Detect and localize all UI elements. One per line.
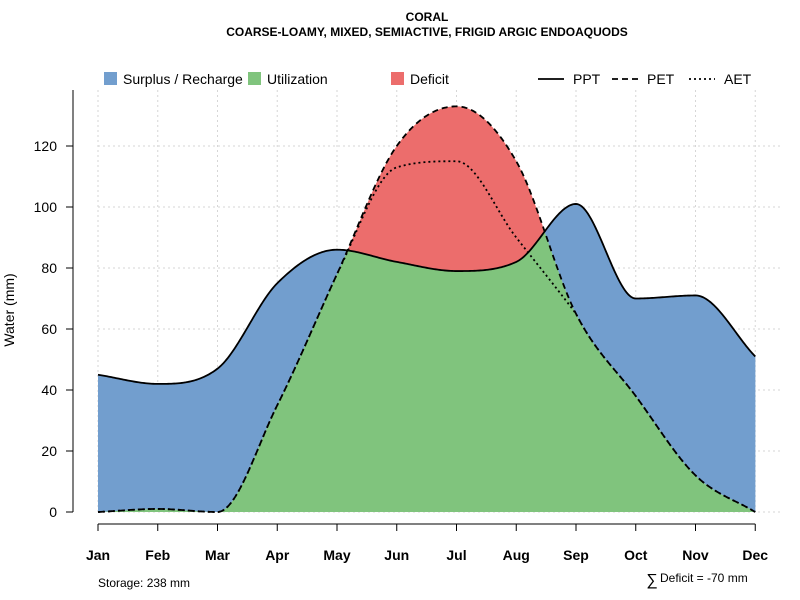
x-tick-label: Mar <box>205 547 230 563</box>
y-tick-label: 100 <box>34 199 58 215</box>
sum-icon: ∑ <box>646 572 657 589</box>
ppt-line <box>97 203 756 385</box>
x-tick-label: May <box>323 547 350 563</box>
legend-swatch <box>104 72 117 85</box>
legend-label: PPT <box>573 71 601 87</box>
y-tick-label: 120 <box>34 138 58 154</box>
y-tick-label: 0 <box>49 504 57 520</box>
legend-label: Deficit <box>410 71 449 87</box>
legend: Surplus / Recharge Utilization Deficit PPT P… <box>104 71 752 87</box>
legend-label: Utilization <box>267 71 328 87</box>
x-tick-label: Dec <box>742 547 768 563</box>
x-tick-label: Nov <box>682 547 709 563</box>
x-tick-label: Jan <box>86 547 110 563</box>
area-fills <box>98 106 756 512</box>
chart-title: CORAL <box>406 10 449 24</box>
pet-line <box>97 105 756 513</box>
chart-subtitle: COARSE-LOAMY, MIXED, SEMIACTIVE, FRIGID … <box>226 25 628 39</box>
legend-swatch <box>391 72 404 85</box>
x-tick-label: Jul <box>446 547 466 563</box>
y-axis-label: Water (mm) <box>1 273 17 346</box>
x-tick-label: Oct <box>624 547 648 563</box>
axes: 0 20 40 60 80 100 120 Jan Feb Mar Apr May Jun Jul Aug S… <box>34 90 768 563</box>
y-tick-label: 40 <box>41 382 57 398</box>
legend-label: Surplus / Recharge <box>123 71 243 87</box>
legend-label: AET <box>724 71 752 87</box>
x-tick-label: Sep <box>563 547 589 563</box>
surplus-area-overlay <box>98 106 756 512</box>
y-tick-label: 20 <box>41 443 57 459</box>
y-tick-label: 80 <box>41 260 57 276</box>
x-tick-label: Feb <box>145 547 170 563</box>
series-lines <box>97 105 756 513</box>
legend-label: PET <box>647 71 675 87</box>
storage-annotation: Storage: 238 mm <box>98 576 190 590</box>
utilization-area <box>98 231 756 512</box>
deficit-area <box>98 106 756 384</box>
deficit-annotation: Deficit = -70 mm <box>660 571 748 585</box>
legend-swatch <box>248 72 261 85</box>
x-tick-label: Jun <box>384 547 409 563</box>
x-tick-label: Aug <box>503 547 530 563</box>
x-tick-label: Apr <box>265 547 290 563</box>
y-tick-label: 60 <box>41 321 57 337</box>
